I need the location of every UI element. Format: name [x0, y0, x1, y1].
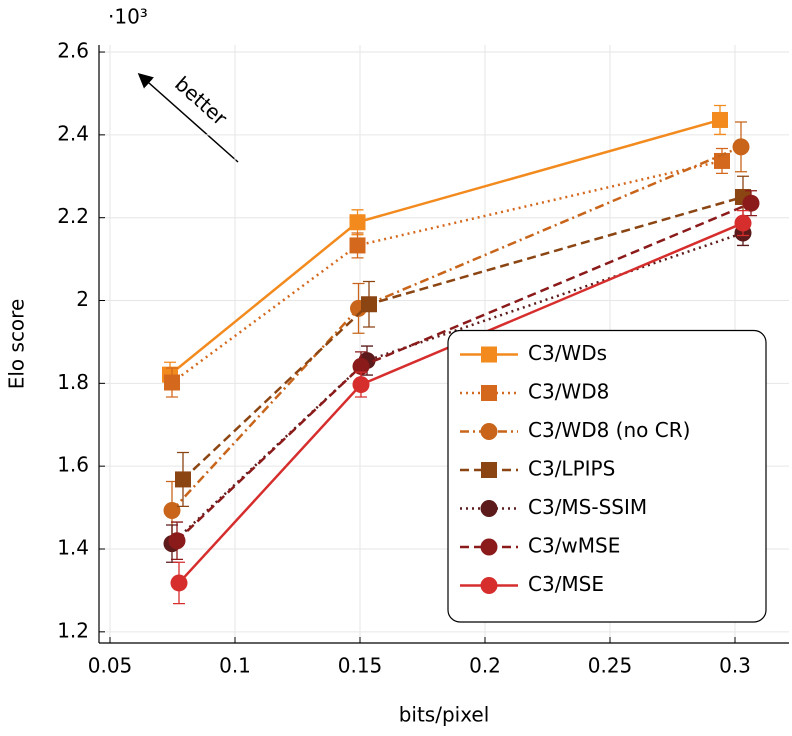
- point: [742, 194, 760, 212]
- annotation: better: [170, 72, 232, 131]
- legend-marker: [480, 423, 498, 440]
- x-tick-label: 0.25: [588, 654, 633, 678]
- y-tick-label: 1.2: [57, 618, 89, 642]
- x-tick-label: 0.15: [338, 654, 383, 678]
- y-tick-label: 1.8: [57, 370, 89, 394]
- legend-label: C3/MSE: [528, 572, 604, 596]
- point: [352, 357, 370, 375]
- point: [732, 138, 750, 156]
- annotation-arrow: [137, 73, 239, 163]
- point: [352, 376, 370, 394]
- point: [164, 374, 180, 391]
- y-tick-label: 1.4: [57, 535, 89, 559]
- legend-label: C3/WDs: [528, 341, 607, 365]
- legend-label: C3/WD8: [528, 380, 609, 404]
- legend-marker: [480, 538, 498, 556]
- legend-marker: [481, 462, 497, 478]
- x-tick-label: 0.05: [88, 654, 133, 678]
- legend-box: [447, 329, 767, 623]
- legend-marker: [480, 577, 498, 594]
- x-tick-label: 0.2: [469, 654, 501, 678]
- point: [175, 471, 191, 488]
- y-tick-label: 2.4: [57, 121, 89, 145]
- y-tick-label: 1.6: [57, 453, 89, 477]
- y-multiplier: ·10³: [108, 5, 148, 29]
- y-tick-label: 2.2: [57, 204, 89, 228]
- x-tick-label: 0.1: [219, 654, 251, 678]
- point: [734, 214, 752, 232]
- legend-marker: [481, 385, 497, 401]
- legend-marker: [480, 500, 498, 517]
- legend-label: C3/WD8 (no CR): [528, 418, 690, 442]
- legend-marker: [481, 346, 497, 363]
- legend-label: C3/LPIPS: [528, 457, 615, 481]
- y-axis-label: Elo score: [5, 299, 29, 390]
- point: [361, 296, 377, 313]
- point: [349, 214, 366, 231]
- series-line: [171, 159, 723, 384]
- point: [168, 532, 186, 550]
- y-tick-label: 2.6: [57, 39, 89, 63]
- point: [349, 237, 366, 254]
- point: [170, 574, 188, 592]
- legend-label: C3/MS-SSIM: [528, 495, 647, 519]
- point: [712, 111, 728, 128]
- legend-label: C3/wMSE: [528, 534, 620, 558]
- y-tick-label: 2: [76, 287, 89, 311]
- x-axis-label: bits/pixel: [399, 703, 490, 727]
- x-tick-label: 0.3: [719, 654, 751, 678]
- point: [163, 501, 181, 519]
